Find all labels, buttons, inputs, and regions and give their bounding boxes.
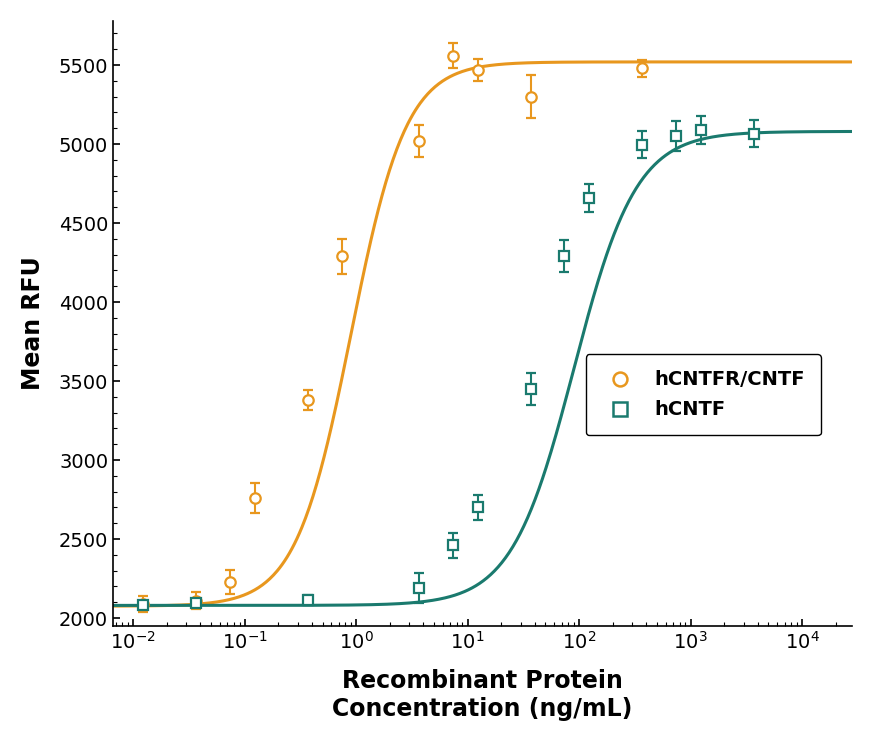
Y-axis label: Mean RFU: Mean RFU	[21, 257, 45, 390]
Legend: hCNTFR/CNTF, hCNTF: hCNTFR/CNTF, hCNTF	[586, 354, 821, 436]
X-axis label: Recombinant Protein
Concentration (ng/mL): Recombinant Protein Concentration (ng/mL…	[333, 669, 633, 721]
